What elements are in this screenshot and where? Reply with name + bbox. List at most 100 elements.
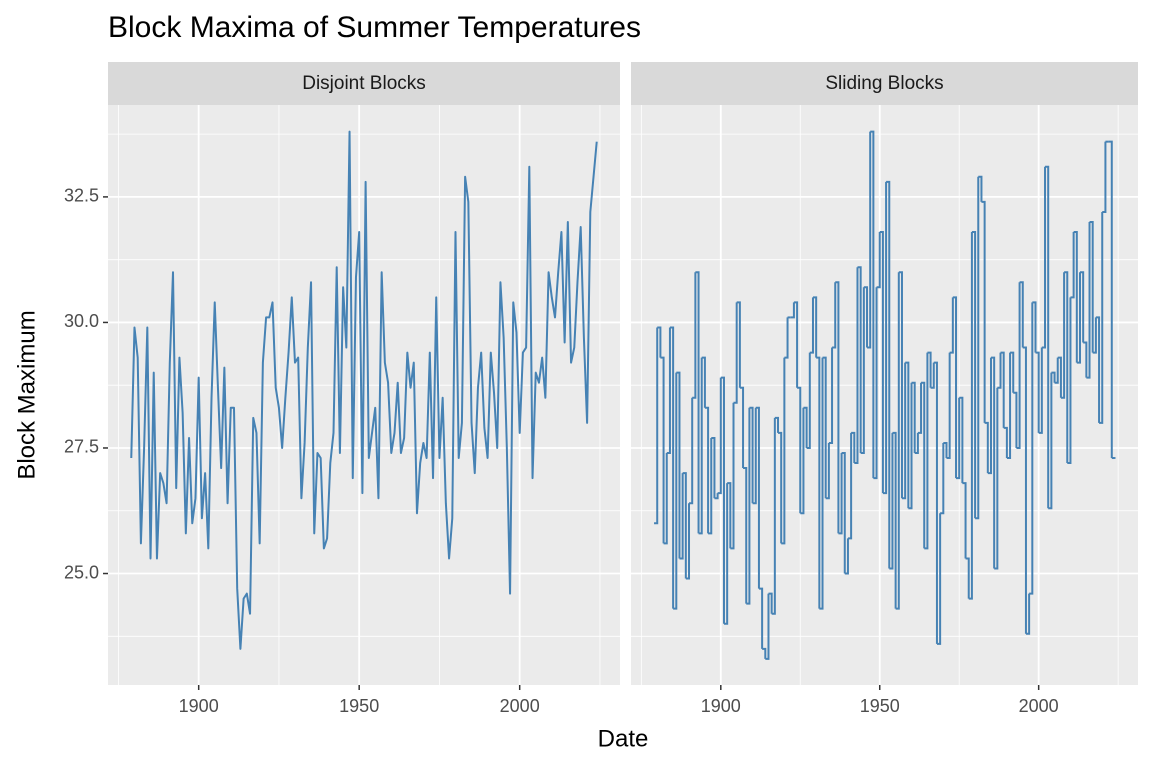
step-segment <box>898 271 903 499</box>
chart-title: Block Maxima of Summer Temperatures <box>108 11 641 44</box>
step-segment <box>940 442 945 515</box>
strip <box>108 62 620 105</box>
strip <box>631 62 1138 105</box>
step-segment <box>1060 272 1066 399</box>
step-segment <box>797 386 802 514</box>
step-segment <box>781 357 786 545</box>
step-segment <box>971 231 977 519</box>
step-segment <box>870 130 875 479</box>
step-segment <box>832 282 837 349</box>
step-segment <box>1006 352 1012 460</box>
step-segment <box>803 406 808 448</box>
step-segment <box>876 232 881 289</box>
x-tick-label: 2000 <box>1019 696 1059 716</box>
step-segment <box>771 417 776 615</box>
step-segment <box>1035 351 1040 433</box>
step-segment <box>784 317 789 359</box>
step-segment <box>984 421 989 474</box>
step-segment <box>765 593 770 660</box>
step-segment <box>1000 351 1005 428</box>
step-segment <box>711 436 716 499</box>
y-tick-label: 27.5 <box>64 437 99 457</box>
step-segment <box>1038 347 1043 434</box>
step-segment <box>921 381 926 549</box>
step-segment <box>851 431 856 464</box>
step-segment <box>739 386 745 469</box>
step-segment <box>924 352 929 550</box>
step-segment <box>1076 272 1081 364</box>
step-segment <box>936 513 942 645</box>
step-segment <box>752 407 757 505</box>
step-segment <box>816 356 821 609</box>
step-segment <box>946 352 951 460</box>
step-segment <box>975 176 980 520</box>
step-segment <box>882 181 888 495</box>
step-segment <box>930 362 935 389</box>
step-segment <box>997 352 1002 389</box>
step-segment <box>905 361 910 509</box>
step-segment <box>917 382 923 434</box>
step-segment <box>1099 211 1104 424</box>
x-tick-label: 2000 <box>500 696 540 716</box>
step-segment <box>1064 271 1069 464</box>
step-segment <box>867 131 872 349</box>
x-axis-title: Date <box>598 725 649 752</box>
step-segment <box>889 432 894 570</box>
step-segment <box>812 296 818 358</box>
step-segment <box>1025 593 1031 635</box>
step-segment <box>727 482 732 549</box>
step-segment <box>857 266 862 453</box>
step-segment <box>863 286 869 348</box>
step-segment <box>933 361 938 644</box>
step-segment <box>1051 371 1056 383</box>
step-segment <box>990 356 996 569</box>
x-tick-label: 1950 <box>339 696 379 716</box>
step-segment <box>679 473 684 560</box>
step-segment <box>790 302 795 319</box>
step-segment <box>768 592 773 614</box>
step-segment <box>746 407 751 605</box>
step-segment <box>663 453 668 545</box>
step-segment <box>965 557 970 599</box>
step-segment <box>654 327 659 525</box>
step-segment <box>838 453 843 535</box>
step-segment <box>854 267 859 465</box>
step-segment <box>800 407 805 515</box>
step-segment <box>676 371 681 559</box>
step-segment <box>1041 166 1047 349</box>
step-segment <box>673 372 678 610</box>
step-segment <box>1045 165 1050 509</box>
step-segment <box>660 356 665 544</box>
step-segment <box>952 296 958 479</box>
step-segment <box>1083 341 1088 378</box>
y-tick-label: 32.5 <box>64 186 99 206</box>
step-segment <box>666 327 671 454</box>
x-tick-label: 1950 <box>860 696 900 716</box>
x-tick-label: 1900 <box>179 696 219 716</box>
step-segment <box>723 483 729 625</box>
step-segment <box>682 472 687 579</box>
step-segment <box>956 397 961 480</box>
step-segment <box>736 301 741 388</box>
strip-label: Sliding Blocks <box>825 73 943 94</box>
step-segment <box>994 387 999 570</box>
step-segment <box>978 175 983 202</box>
step-segment <box>873 287 878 480</box>
step-segment <box>892 431 897 609</box>
step-segment <box>809 297 814 354</box>
step-segment <box>695 271 700 534</box>
step-segment <box>847 432 853 540</box>
step-segment <box>793 301 799 388</box>
strip-label: Disjoint Blocks <box>302 73 426 94</box>
step-segment <box>1048 372 1053 510</box>
step-segment <box>1003 426 1008 459</box>
step-segment <box>704 406 710 534</box>
step-segment <box>844 538 849 575</box>
step-segment <box>1016 282 1021 449</box>
y-tick-label: 30.0 <box>64 311 99 331</box>
step-segment <box>835 281 840 534</box>
step-segment <box>911 381 916 453</box>
step-segment <box>879 231 884 494</box>
step-segment <box>1070 232 1075 299</box>
